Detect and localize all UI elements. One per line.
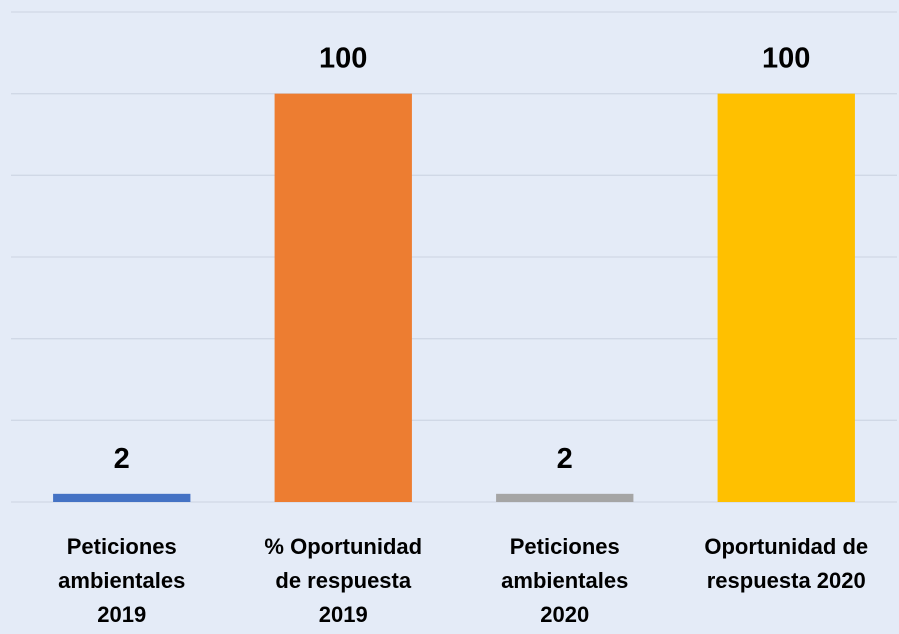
- data-label: 100: [319, 43, 367, 75]
- x-tick-label: % Oportunidad de respuesta 2019: [264, 534, 423, 627]
- bar: [496, 493, 634, 502]
- bar: [274, 93, 412, 503]
- x-tick-label: Oportunidad de respuesta 2020: [704, 534, 869, 593]
- data-label: 2: [114, 443, 130, 475]
- bar: [53, 493, 191, 502]
- x-tick-label: Peticiones ambientales 2019: [58, 534, 186, 627]
- bar: [717, 93, 855, 503]
- data-label: 100: [762, 43, 810, 75]
- data-label: 2: [557, 443, 573, 475]
- x-tick-label: Peticiones ambientales 2020: [501, 534, 629, 627]
